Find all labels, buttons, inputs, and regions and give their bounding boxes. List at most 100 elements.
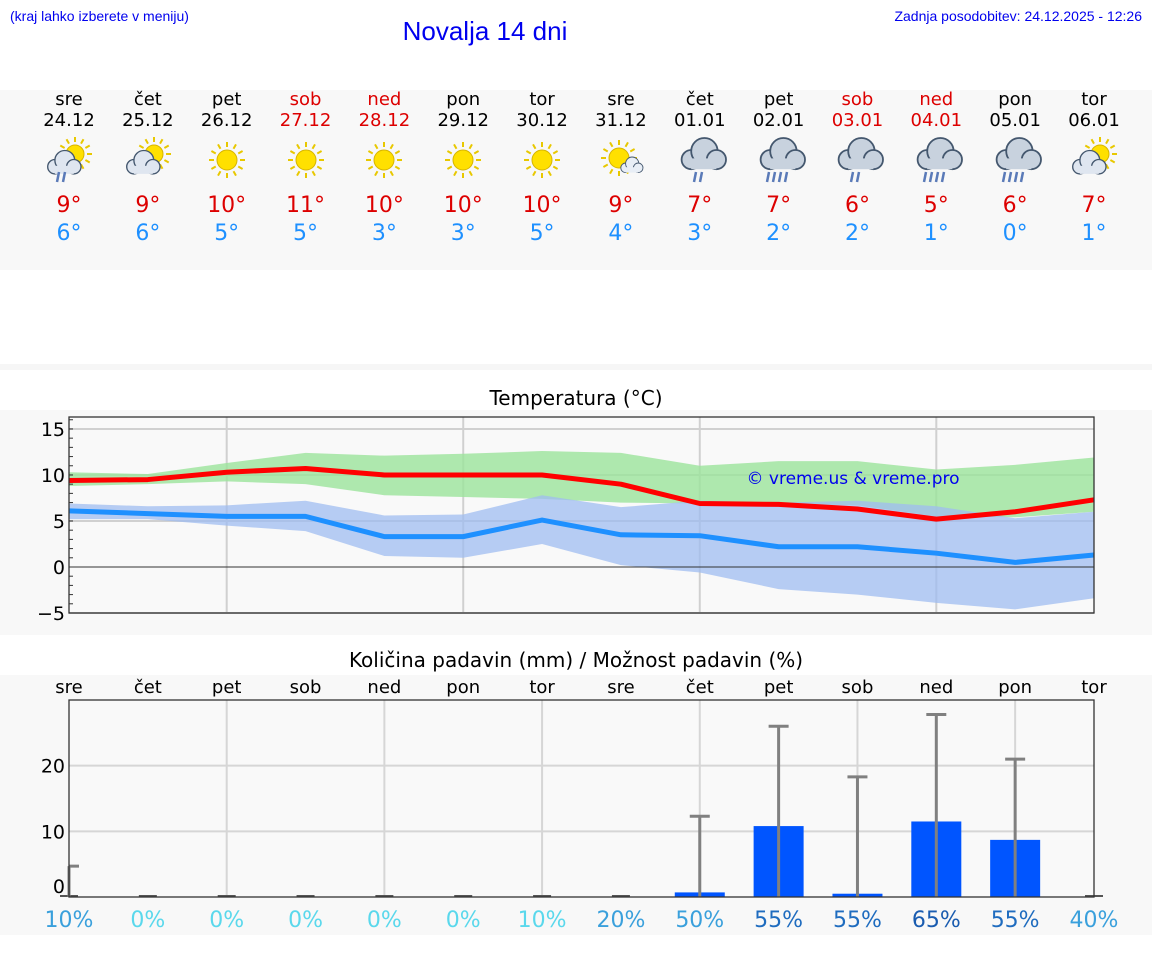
day-date: 25.12 [122,110,174,131]
x-category-label: čet [134,677,162,698]
day-date: 30.12 [516,110,568,131]
temp-min: 4° [608,221,634,246]
precip-probability: 0% [209,908,244,933]
day-column: pon 05.01 6° 0° [975,90,1055,248]
plot-frame [68,416,1095,614]
y-tick-label: 10 [41,821,65,843]
day-name: tor [529,89,555,110]
day-column: sre 31.12 9° 4° [581,90,661,248]
temp-max: 9° [135,193,161,218]
temp-min: 3° [371,221,397,246]
x-category-label: sob [290,677,322,698]
x-category-label: tor [1081,677,1107,698]
cloud-rain-icon [660,132,740,192]
temp-max: 11° [286,193,326,218]
sun-icon [502,132,582,192]
day-date: 06.01 [1068,110,1120,131]
x-category-label: pet [212,677,242,698]
precip-probability: 0% [367,908,402,933]
sun-small-cloud-icon [581,132,661,192]
day-name: sob [289,89,322,110]
x-category-label: ned [919,677,953,698]
x-category-label: pon [446,677,480,698]
y-tick-label: 0 [53,876,65,898]
temperature-chart-title: Temperatura (°C) [489,386,663,410]
day-name: ned [367,89,402,110]
precip-probability: 55% [754,908,803,933]
y-tick-label: 10 [41,465,65,487]
band-max-range [69,451,1094,518]
x-category-label: pet [764,677,794,698]
day-column: tor 06.01 7° 1° [1054,90,1134,248]
sun-icon [266,132,346,192]
day-date: 26.12 [200,110,253,131]
last-update: Zadnja posodobitev: 24.12.2025 - 12:26 [894,8,1142,24]
day-column: tor 30.12 10° 5° [502,90,582,248]
precip-probability: 0% [288,908,323,933]
day-name: čet [685,89,714,110]
line-min [68,508,1095,565]
day-name: pet [763,89,794,110]
day-name: pon [446,89,481,110]
temp-min: 5° [214,221,240,246]
sun-icon [344,132,424,192]
day-date: 04.01 [910,110,963,131]
temp-max: 9° [608,193,634,218]
forecast-strip: sre 24.12 9° 6° čet 25.12 9° 6° pet 26.12 … [0,90,1152,270]
y-tick-label: −5 [37,603,65,625]
temp-min: 2° [844,221,870,246]
y-tick-label: 20 [41,756,65,778]
day-name: sob [841,89,874,110]
sun-icon [423,132,503,192]
precip-probability: 10% [518,908,567,933]
day-name: pon [998,89,1033,110]
day-column: ned 28.12 10° 3° [344,90,424,248]
day-date: 05.01 [989,110,1041,131]
x-category-label: čet [686,677,714,698]
temp-max: 9° [56,193,82,218]
temp-max: 7° [687,193,713,218]
temp-min: 1° [1081,221,1107,246]
x-category-label: pon [998,677,1032,698]
day-date: 02.01 [752,110,805,131]
y-tick-label: 5 [53,511,65,533]
temp-max: 10° [522,193,562,218]
temp-min: 3° [450,221,476,246]
day-column: sre 24.12 9° 6° [29,90,109,248]
temp-max: 5° [923,193,949,218]
line-max [68,466,1095,522]
cloud-heavy-rain-icon [739,132,819,192]
precip-probability: 50% [675,908,724,933]
precip-probability: 55% [991,908,1040,933]
temp-min: 1° [923,221,949,246]
x-category-label: ned [367,677,401,698]
temp-min: 0° [1002,221,1028,246]
precip-probability: 40% [1070,908,1119,933]
day-date: 01.01 [674,110,726,131]
plot-frame [68,699,1095,898]
precip-probability: 0% [130,908,165,933]
day-name: tor [1081,89,1107,110]
day-date: 24.12 [43,110,95,131]
cloud-heavy-rain-icon [896,132,976,192]
day-date: 27.12 [279,110,332,131]
day-column: pon 29.12 10° 3° [423,90,503,248]
day-name: sre [55,89,83,110]
x-category-label: sre [55,677,82,698]
temp-min: 5° [529,221,555,246]
temp-max: 7° [766,193,792,218]
divider [0,364,1152,370]
precip-probability: 55% [833,908,882,933]
precip-probability: 10% [45,908,94,933]
day-column: ned 04.01 5° 1° [896,90,976,248]
sun-cloud-icon [1054,132,1134,192]
x-category-label: sob [842,677,874,698]
day-column: sob 03.01 6° 2° [817,90,897,248]
precipitation-chart-title: Količina padavin (mm) / Možnost padavin … [348,648,804,672]
temp-min: 6° [135,221,161,246]
x-category-label: tor [529,677,555,698]
precip-probability: 20% [596,908,645,933]
day-column: čet 01.01 7° 3° [660,90,740,248]
y-tick-label: 15 [41,419,65,441]
temp-min: 3° [687,221,713,246]
